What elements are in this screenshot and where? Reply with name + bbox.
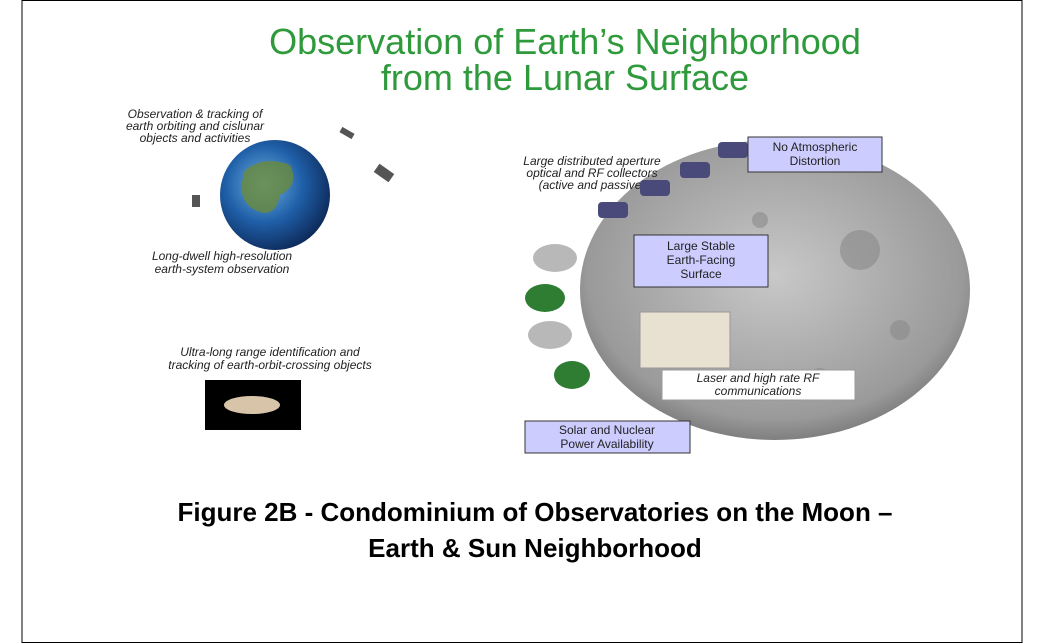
title-line: Observation of Earth’s Neighborhood <box>269 21 861 62</box>
title-line: from the Lunar Surface <box>381 57 749 98</box>
callout: Distortion <box>790 154 841 168</box>
annotation: Long-dwell high-resolution <box>152 249 292 263</box>
callout: Earth-Facing <box>667 253 736 267</box>
annotation: earth-system observation <box>155 262 290 276</box>
annotation: tracking of earth-orbit-crossing objects <box>168 358 371 372</box>
annotation: objects and activities <box>140 131 251 145</box>
callout: No Atmospheric <box>773 140 858 154</box>
laser-photo <box>640 312 730 368</box>
annotation: Ultra-long range identification and <box>180 345 360 359</box>
page: Observation of Earth’s Neighborhood from… <box>0 0 1045 643</box>
caption-line: Earth & Sun Neighborhood <box>368 533 702 563</box>
annotation: (active and passive) <box>539 178 646 192</box>
callout: Surface <box>680 267 722 281</box>
dishes <box>525 244 590 389</box>
callout: communications <box>715 384 802 398</box>
caption-line: Figure 2B - Condominium of Observatories… <box>177 497 892 527</box>
asteroid <box>224 396 280 414</box>
callout: Laser and high rate RF <box>697 371 820 385</box>
callout: Solar and Nuclear <box>559 423 655 437</box>
callout: Large Stable <box>667 239 735 253</box>
callout: Power Availability <box>560 437 653 451</box>
